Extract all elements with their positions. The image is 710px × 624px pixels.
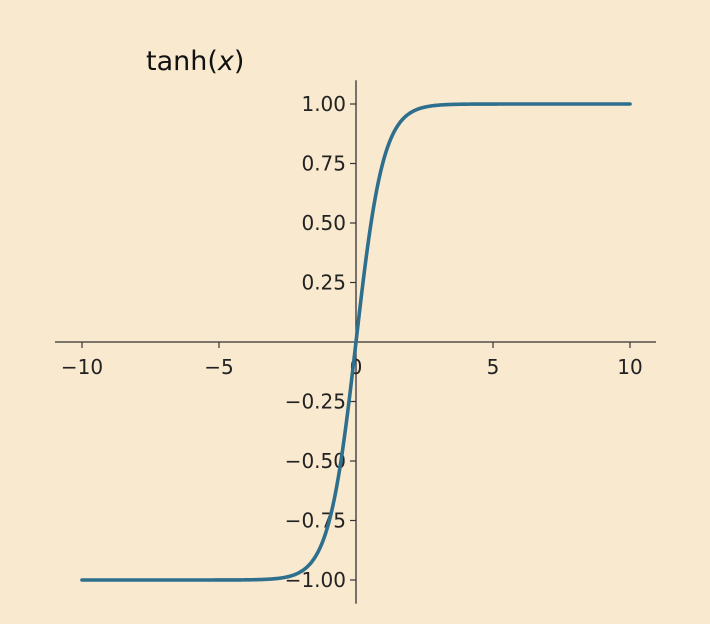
chart-title: tanh(x) [146,46,244,77]
y-tick-label: −0.25 [285,390,346,414]
x-tick-label: 10 [617,355,642,379]
y-tick-label: 0.25 [301,271,346,295]
y-tick-label: 1.00 [301,92,346,116]
x-tick-label: −5 [204,355,233,379]
y-tick-label: 0.75 [301,152,346,176]
y-tick-label: 0.50 [301,211,346,235]
title-suffix: ) [234,46,245,77]
y-tick-label: −1.00 [285,568,346,592]
y-tick-label: −0.75 [285,509,346,533]
x-tick-label: −10 [61,355,103,379]
ticks: −10 −5 0 5 101.000.750.500.25−0.25−0.50−0.75… [61,92,643,592]
title-variable: x [217,46,235,77]
x-tick-label: 5 [487,355,500,379]
y-tick-label: −0.50 [285,449,346,473]
title-prefix: tanh( [146,46,218,77]
tanh-series-line [80,102,632,582]
series-group [80,102,632,582]
